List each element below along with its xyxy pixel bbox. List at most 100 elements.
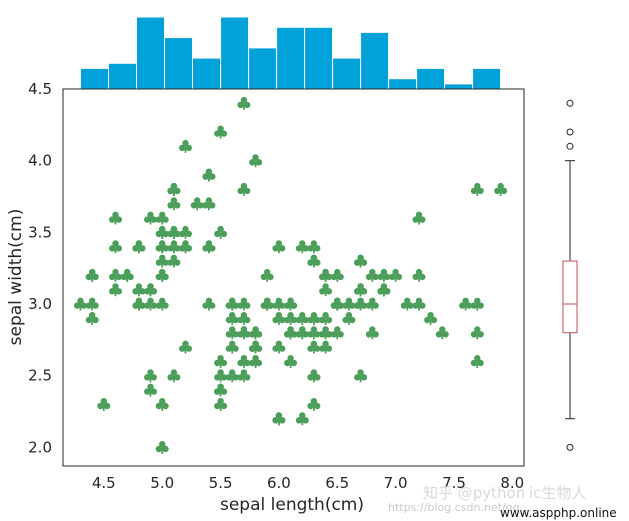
x-tick-label: 6.0 — [267, 474, 291, 492]
marginal-histogram — [80, 16, 502, 90]
scatter-point — [132, 283, 146, 297]
scatter-point — [109, 211, 122, 225]
scatter-point — [225, 312, 239, 325]
scatter-point — [307, 312, 321, 325]
scatter-point — [167, 369, 181, 383]
scatter-point — [365, 297, 379, 311]
scatter-point — [389, 268, 403, 282]
histogram-bar — [332, 57, 362, 90]
scatter-point — [214, 355, 228, 368]
scatter-point — [179, 340, 192, 354]
histogram-bar — [388, 78, 418, 90]
scatter-point — [354, 297, 368, 311]
x-tick-label: 6.5 — [325, 474, 349, 492]
y-tick-label: 3.0 — [28, 295, 52, 313]
scatter-point — [412, 297, 426, 311]
scatter-point — [202, 297, 216, 311]
x-tick-label: 7.0 — [384, 474, 408, 492]
x-axis-label: sepal length(cm) — [220, 495, 364, 515]
scatter-point — [202, 240, 216, 254]
scatter-point — [179, 139, 192, 153]
scatter-point — [155, 211, 169, 225]
scatter-point — [190, 197, 204, 211]
histogram-bar — [472, 67, 502, 90]
scatter-point — [295, 412, 309, 426]
scatter-point — [424, 312, 438, 325]
scatter-point — [237, 297, 251, 311]
scatter-point — [225, 369, 239, 383]
histogram-bar — [416, 67, 446, 90]
scatter-point — [237, 312, 251, 325]
scatter-point — [132, 297, 146, 311]
scatter-point — [377, 283, 391, 297]
scatter-point — [260, 268, 274, 282]
histogram-bar — [304, 26, 334, 90]
watermark-url: https://blog.csdn.net/qq_... — [388, 501, 536, 514]
histogram-bar — [248, 47, 278, 90]
scatter-point — [307, 340, 321, 354]
box-outlier — [566, 99, 574, 107]
scatter-point — [319, 312, 333, 325]
scatter-point — [354, 254, 368, 268]
scatter-point — [144, 297, 157, 311]
scatter-point — [470, 297, 484, 311]
scatter-point — [225, 326, 239, 340]
scatter-point — [272, 312, 286, 325]
scatter-point — [214, 125, 228, 139]
scatter-point — [470, 355, 484, 368]
scatter-point — [155, 254, 169, 268]
scatter-point — [155, 225, 169, 239]
scatter-point — [307, 398, 321, 411]
scatter-point — [354, 283, 368, 297]
scatter-point — [260, 297, 274, 311]
scatter-point — [319, 326, 333, 340]
scatter-point — [330, 297, 344, 311]
scatter-point — [435, 326, 449, 340]
scatter-point — [155, 240, 169, 254]
scatter-point — [412, 211, 426, 225]
scatter-point — [249, 340, 263, 354]
box-iqr — [562, 260, 578, 334]
y-axis-label: sepal width(cm) — [6, 209, 26, 346]
scatter-point — [272, 240, 286, 254]
scatter-point — [144, 211, 157, 225]
scatter-point — [155, 268, 169, 282]
scatter-point — [342, 312, 356, 325]
histogram-bar — [360, 31, 390, 90]
scatter-point — [249, 355, 263, 368]
scatter-point — [272, 340, 286, 354]
scatter-point — [85, 268, 99, 282]
x-tick-label: 5.5 — [209, 474, 233, 492]
scatter-point — [132, 240, 146, 254]
scatter-point — [167, 240, 181, 254]
scatter-point — [284, 355, 298, 368]
histogram-bar — [192, 57, 221, 90]
histogram-bar — [276, 26, 306, 90]
watermark-site-cont: ic生物人 — [529, 484, 586, 502]
scatter-point — [155, 398, 169, 411]
scatter-point — [319, 283, 333, 297]
scatter-point — [272, 412, 286, 426]
scatter-point — [319, 268, 333, 282]
scatter-point — [167, 197, 181, 211]
scatter-point — [237, 326, 251, 340]
scatter-point — [85, 297, 99, 311]
histogram-bar — [80, 67, 109, 90]
scatter-point — [319, 340, 333, 354]
scatter-point — [295, 240, 309, 254]
scatter-point — [284, 312, 298, 325]
scatter-point — [354, 369, 368, 383]
scatter-point — [295, 312, 309, 325]
scatter-point — [295, 326, 309, 340]
scatter-point — [74, 297, 87, 311]
scatter-point — [167, 182, 181, 196]
histogram-bar — [444, 83, 474, 90]
x-tick-label: 7.5 — [442, 474, 466, 492]
scatter-point — [237, 369, 251, 383]
histogram-bar — [220, 16, 250, 90]
box-outlier — [566, 142, 574, 150]
scatter-point — [120, 268, 134, 282]
watermark-site: 知乎 @python — [423, 484, 525, 502]
box-outlier — [566, 128, 574, 136]
